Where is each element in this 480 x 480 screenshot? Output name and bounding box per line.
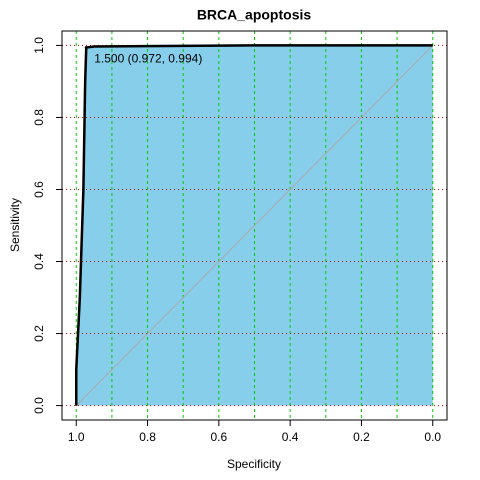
x-tick-label: 0.6 [211, 430, 228, 444]
x-tick-label: 0.4 [282, 430, 299, 444]
y-tick-label: 0.0 [32, 397, 46, 414]
threshold-point [84, 46, 88, 50]
chart-title: BRCA_apoptosis [197, 7, 312, 23]
x-tick-label: 1.0 [68, 430, 85, 444]
y-tick-label: 0.2 [32, 325, 46, 342]
reference-diagonal [75, 45, 434, 406]
y-tick-label: 0.8 [32, 109, 46, 126]
y-tick-label: 0.6 [32, 181, 46, 198]
y-tick-label: 1.0 [32, 37, 46, 54]
x-tick-label: 0.8 [139, 430, 156, 444]
y-tick-label: 0.4 [32, 253, 46, 270]
roc-curve [75, 44, 433, 406]
plot-frame [61, 30, 448, 421]
y-axis-label: Sensitivity [8, 198, 22, 252]
x-tick-label: 0.0 [424, 430, 441, 444]
threshold-label: 1.500 (0.972, 0.994) [94, 52, 202, 66]
x-axis-label: Specificity [227, 457, 281, 471]
x-tick-label: 0.2 [353, 430, 370, 444]
